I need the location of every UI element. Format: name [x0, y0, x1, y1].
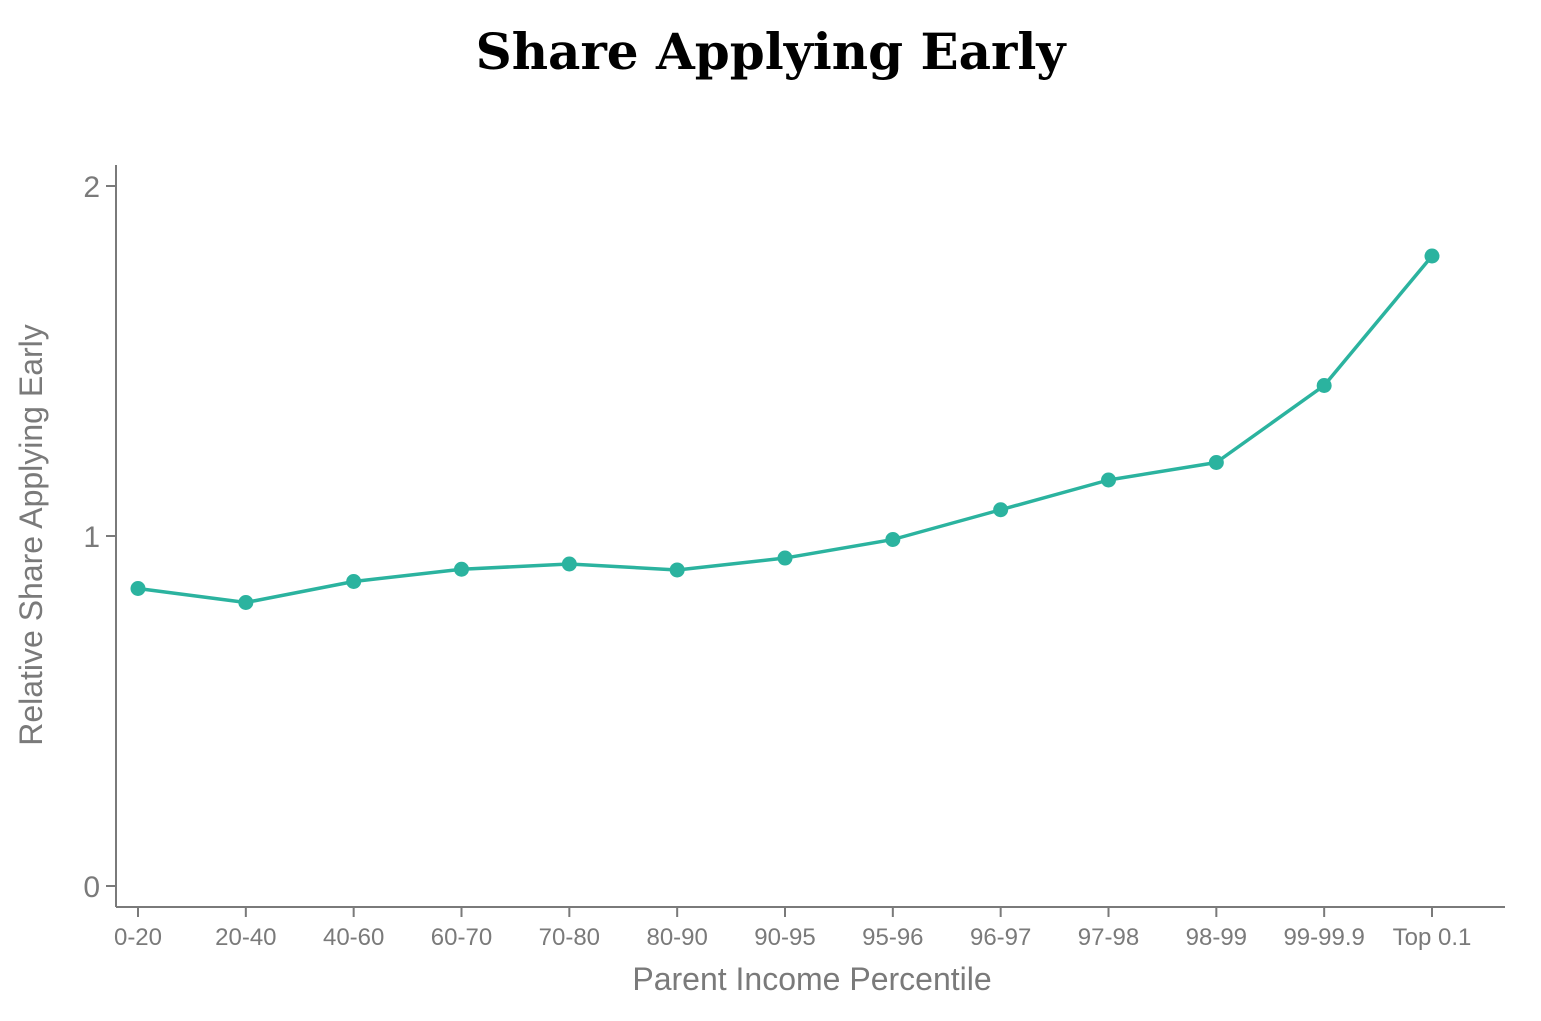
x-tick-label: 0-20 [114, 924, 162, 951]
data-point [561, 556, 577, 572]
data-point [1101, 472, 1116, 488]
x-tick-label: 95-96 [862, 924, 923, 951]
x-tick-label: 20-40 [215, 924, 276, 951]
y-axis-title: Relative Share Applying Early [13, 324, 49, 746]
x-tick-label: 97-98 [1078, 924, 1139, 951]
x-tick-label: 90-95 [754, 924, 815, 951]
chart-axes [115, 165, 1505, 908]
series-line [137, 254, 1434, 605]
x-ticks: 0-20 20-40 40-60 60-70 70-80 80-90 90-95 95-96 9… [114, 907, 1471, 951]
x-tick-label: 70-80 [539, 924, 600, 951]
x-tick-label: 60-70 [431, 924, 492, 951]
data-point [993, 502, 1009, 518]
x-tick-label: Top 0.1 [1393, 924, 1472, 951]
data-point [454, 561, 469, 577]
data-point [238, 595, 254, 610]
data-point [669, 562, 685, 578]
data-point [777, 550, 793, 566]
data-point [1208, 455, 1224, 470]
x-tick-label: 99-99.9 [1283, 924, 1364, 951]
x-axis-title: Parent Income Percentile [632, 961, 991, 997]
y-tick-label: 1 [83, 521, 100, 554]
data-point [346, 574, 362, 589]
data-point [1424, 248, 1440, 264]
x-tick-label: 98-99 [1186, 924, 1247, 951]
chart-title: Share Applying Early [475, 22, 1066, 81]
y-tick-label: 2 [83, 171, 100, 204]
x-tick-label: 80-90 [646, 924, 707, 951]
data-point [885, 532, 901, 547]
data-point [1316, 378, 1332, 393]
x-tick-label: 96-97 [970, 924, 1031, 951]
x-tick-label: 40-60 [323, 924, 384, 951]
data-point [130, 581, 146, 596]
series-points [130, 248, 1440, 610]
y-tick-label: 0 [83, 871, 100, 904]
y-ticks: 0 1 2 [83, 171, 116, 904]
